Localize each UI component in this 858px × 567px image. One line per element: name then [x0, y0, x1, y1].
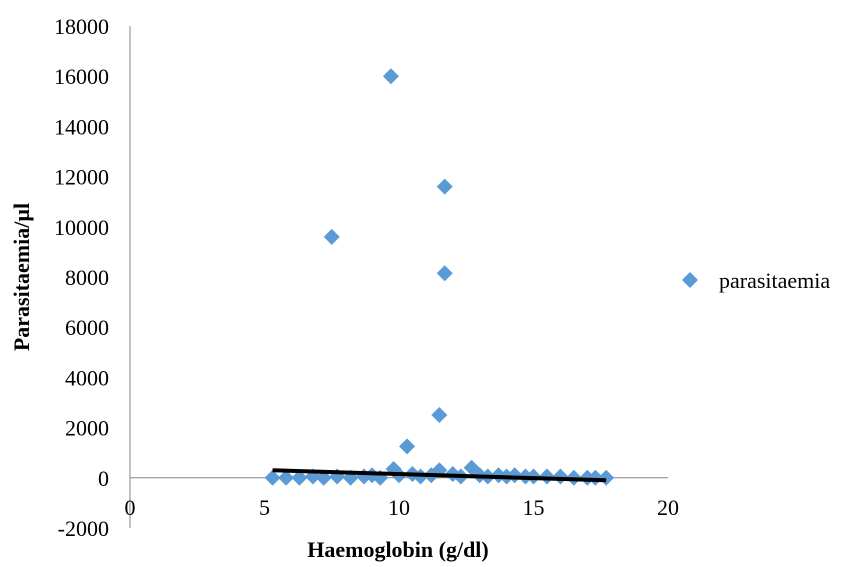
x-tick-label: 20 [657, 495, 679, 520]
legend-marker-diamond [682, 272, 698, 288]
data-point [291, 469, 308, 486]
y-tick-label: 6000 [65, 315, 109, 340]
data-point [552, 468, 569, 485]
x-tick-label: 15 [523, 495, 545, 520]
data-point [264, 469, 281, 486]
axes [129, 26, 668, 528]
y-tick-label: -2000 [58, 516, 109, 541]
data-points [264, 68, 615, 486]
y-tick-labels: -2000 0 2000 4000 6000 8000 10000 12000 14000 160… [54, 14, 109, 541]
legend-label: parasitaemia [719, 268, 830, 293]
x-tick-label: 10 [388, 495, 410, 520]
x-tick-label: 5 [259, 495, 270, 520]
data-point [399, 438, 416, 455]
y-tick-label: 0 [98, 466, 109, 491]
y-tick-label: 16000 [54, 64, 109, 89]
data-point [278, 469, 295, 486]
y-tick-label: 14000 [54, 114, 109, 139]
y-tick-label: 18000 [54, 14, 109, 39]
data-point [436, 265, 453, 282]
y-axis-title: Parasitaemia/µl [9, 203, 34, 351]
y-tick-label: 8000 [65, 265, 109, 290]
x-axis-title: Haemoglobin (g/dl) [307, 537, 489, 562]
y-tick-label: 2000 [65, 416, 109, 441]
data-point [598, 469, 615, 486]
data-point [431, 407, 448, 424]
data-point [436, 178, 453, 195]
y-tick-label: 4000 [65, 365, 109, 390]
x-tick-labels: 0 5 10 15 20 [125, 495, 680, 520]
y-tick-label: 10000 [54, 215, 109, 240]
x-tick-label: 0 [125, 495, 136, 520]
legend: parasitaemia [682, 268, 830, 293]
trendline [272, 468, 607, 483]
trendline-layer [272, 468, 607, 483]
data-point [382, 68, 399, 85]
y-tick-label: 12000 [54, 165, 109, 190]
data-point [323, 228, 340, 245]
